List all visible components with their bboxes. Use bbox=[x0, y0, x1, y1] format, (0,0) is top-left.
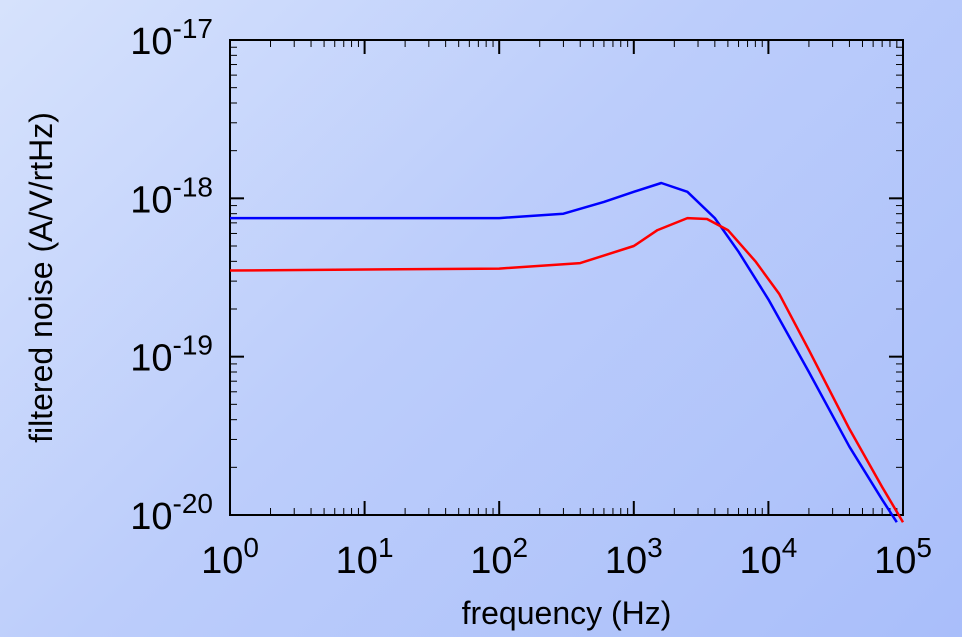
x-tick-label: 100 bbox=[201, 532, 259, 582]
plot-frame bbox=[229, 39, 904, 516]
x-axis-title: frequency (Hz) bbox=[462, 595, 672, 631]
x-tick-label: 101 bbox=[336, 532, 394, 582]
y-tick-label: 10-18 bbox=[130, 171, 213, 221]
x-tick-labels: 100 101 102 103 104 105 bbox=[201, 532, 932, 582]
x-tick-label: 104 bbox=[739, 532, 797, 582]
y-tick-label: 10-17 bbox=[130, 13, 213, 63]
x-tick-label: 103 bbox=[605, 532, 663, 582]
series-layer bbox=[229, 181, 905, 523]
series-line-2 bbox=[229, 216, 905, 523]
minor-ticks bbox=[230, 40, 903, 515]
major-ticks bbox=[229, 39, 904, 516]
y-axis-title: filtered noise (A/V/rtHz) bbox=[23, 112, 59, 443]
series-line-1 bbox=[230, 181, 898, 523]
y-tick-labels: 10-20 10-19 10-18 10-17 bbox=[130, 13, 213, 538]
y-tick-label: 10-19 bbox=[130, 330, 213, 380]
x-tick-label: 102 bbox=[470, 532, 528, 582]
y-tick-label: 10-20 bbox=[130, 488, 213, 538]
x-tick-label: 105 bbox=[874, 532, 932, 582]
